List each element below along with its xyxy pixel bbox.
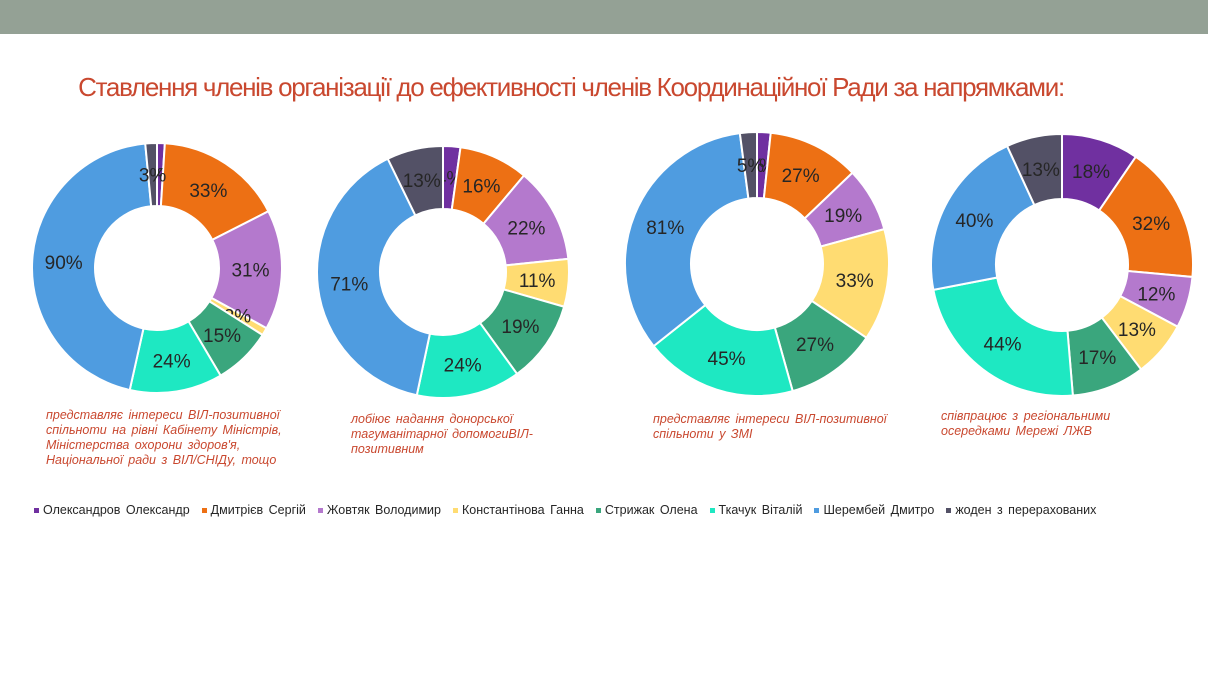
legend-swatch (946, 507, 952, 513)
donut-2-data-label: 11% (519, 271, 556, 292)
legend-swatch (34, 507, 39, 513)
donut-3-slice (738, 130, 758, 200)
legend-label: Константінова Ганна (462, 503, 584, 517)
donut-2-data-label: 19% (501, 317, 539, 338)
donut-3-data-label: 27% (796, 335, 834, 356)
legend-item: Дмитрієв Сергій (201, 503, 306, 517)
chart-3-caption: представляє інтереси ВІЛ-позитивної спіл… (653, 412, 887, 441)
chart-1-caption: представляє інтереси ВІЛ-позитивної спіл… (46, 408, 282, 467)
donut-1-data-label: 24% (153, 351, 191, 372)
donut-1-slice (31, 142, 153, 392)
legend-item: Стрижак Олена (595, 503, 698, 517)
donut-4-slice (930, 144, 1036, 292)
donut-4-data-label: 32% (1132, 214, 1170, 235)
chart-2-caption: лобіює надання донорської тагуманітарної… (351, 412, 533, 456)
page-title: Ставлення членів організації до ефективн… (78, 72, 1065, 102)
legend-swatch (814, 507, 820, 513)
donut-4-slice (1005, 132, 1063, 207)
donut-3-data-label: 33% (836, 271, 874, 292)
top-bar (0, 0, 1208, 34)
donut-2-data-label: 22% (507, 219, 545, 240)
legend-label: Стрижак Олена (604, 503, 698, 517)
donut-4-data-label: 17% (1078, 348, 1116, 369)
donut-2-data-label: 24% (444, 355, 482, 376)
legend-label: Дмитрієв Сергій (210, 503, 306, 517)
donut-4-data-label: 44% (984, 335, 1022, 356)
chart-4-caption: співпрацює з регіональними осередками Ме… (941, 409, 1111, 438)
donut-4-data-label: 13% (1118, 320, 1156, 341)
donut-3-data-label: 5% (737, 156, 765, 177)
donut-3-slice (624, 131, 750, 348)
donut-1-data-label: 31% (231, 260, 269, 281)
donut-3-data-label: 19% (824, 206, 862, 227)
legend-item: Ткачук Віталій (709, 503, 803, 517)
legend: Олександров Олександр Дмитрієв Сергій Жо… (34, 503, 1184, 517)
donut-1-data-label: 3% (139, 166, 167, 187)
donut-2-data-label: 13% (403, 171, 441, 192)
donut-2-data-label: 71% (330, 275, 368, 296)
legend-label: Олександров Олександр (43, 503, 190, 517)
legend-label: Жовтяк Володимир (326, 503, 441, 517)
donut-1-data-label: 33% (189, 181, 227, 202)
donut-4-slice (932, 276, 1074, 397)
donut-1-data-label: 90% (45, 253, 83, 274)
donut-2-data-label: 16% (462, 177, 500, 198)
legend-swatch (453, 507, 458, 513)
legend-item: Константінова Ганна (453, 503, 584, 517)
donut-4-data-label: 18% (1072, 162, 1110, 183)
legend-label: жоден з перерахованих (955, 503, 1097, 517)
legend-label: Шерембей Дмитро (823, 503, 935, 517)
legend-item: Шерембей Дмитро (814, 503, 934, 517)
donut-1-slice (144, 141, 158, 208)
donut-3-slice (652, 303, 794, 397)
donut-4-data-label: 12% (1137, 284, 1175, 305)
donut-3-data-label: 81% (646, 218, 684, 239)
donut-1-data-label: 15% (203, 326, 241, 347)
legend-item: жоден з перерахованих (946, 503, 1096, 517)
donut-2-slice (316, 157, 432, 397)
donut-3-data-label: 45% (708, 349, 746, 370)
legend-swatch (595, 507, 601, 513)
donut-3-data-label: 27% (782, 166, 820, 187)
legend-label: Ткачук Віталій (718, 503, 803, 517)
legend-swatch (709, 507, 715, 513)
legend-swatch (317, 507, 323, 513)
legend-item: Олександров Олександр (34, 503, 190, 517)
legend-item: Жовтяк Володимир (317, 503, 441, 517)
legend-swatch (201, 507, 207, 513)
donut-2-slice (386, 144, 444, 217)
donut-4-data-label: 40% (955, 211, 993, 232)
donut-4-data-label: 13% (1022, 160, 1060, 181)
